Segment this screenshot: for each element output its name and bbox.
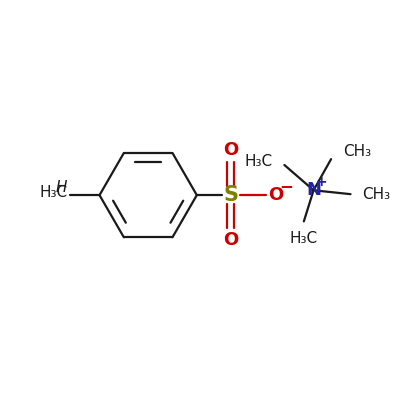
Text: CH₃: CH₃ [343, 144, 371, 159]
Text: CH₃: CH₃ [362, 187, 390, 202]
Text: +: + [316, 174, 327, 188]
Text: N: N [306, 181, 321, 199]
Text: O: O [223, 231, 238, 249]
Text: O: O [268, 186, 283, 204]
Text: H₃C: H₃C [39, 185, 68, 200]
Text: O: O [223, 141, 238, 159]
Text: H: H [56, 180, 68, 195]
Text: −: − [279, 177, 293, 195]
Text: S: S [223, 185, 238, 205]
Text: H₃C: H₃C [290, 231, 318, 246]
Text: H₃C: H₃C [244, 154, 273, 168]
